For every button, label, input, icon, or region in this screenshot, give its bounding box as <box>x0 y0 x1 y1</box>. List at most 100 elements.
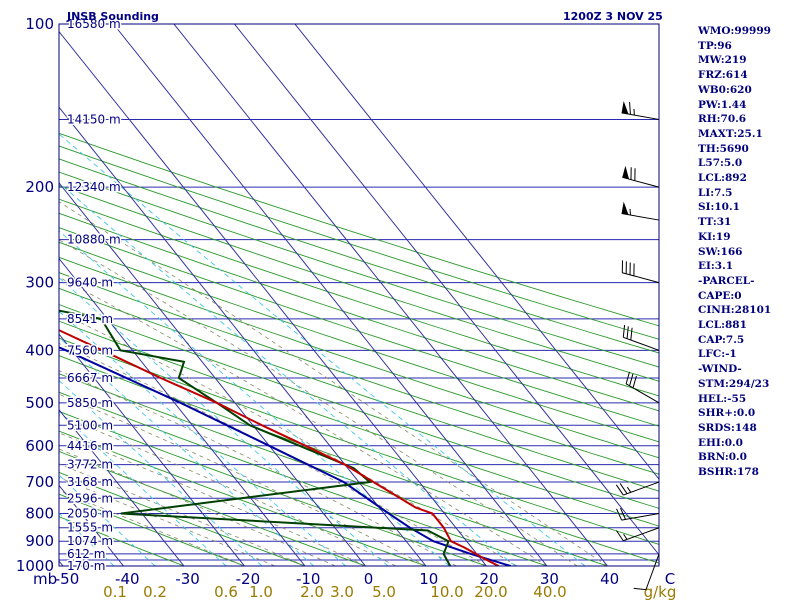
height-label: 6667 m <box>67 371 113 385</box>
dry-adiabat-130 <box>59 227 659 427</box>
pressure-tick-label: 100 <box>25 15 54 33</box>
height-label: 3772 m <box>67 458 113 472</box>
dry-adiabat-70 <box>59 320 659 527</box>
wind-barb <box>621 260 660 284</box>
mixing-ratio-line-20 <box>59 182 516 566</box>
height-label: 10880 m <box>67 233 121 247</box>
index-item: SHR+:0.0 <box>698 407 756 420</box>
dry-adiabat-60 <box>59 337 659 545</box>
index-item: TH:5690 <box>698 142 749 155</box>
wind-barb <box>625 371 660 404</box>
index-item: TP:96 <box>698 39 732 52</box>
dry-adiabat--30 <box>59 516 185 566</box>
isotherms <box>59 24 659 566</box>
index-item: EHI:0.0 <box>698 436 743 449</box>
dry-adiabat-160 <box>59 185 659 382</box>
dry-adiabat-200 <box>59 132 659 327</box>
dry-adiabat-100 <box>59 272 659 475</box>
height-label: 1555 m <box>67 521 113 535</box>
mixing-ratio-line-10 <box>59 230 450 566</box>
pressure-tick-label: 800 <box>25 504 54 522</box>
isotherm--30 <box>59 408 185 566</box>
temperature-tick-label: 0 <box>364 570 374 588</box>
height-label: 8541 m <box>67 312 113 326</box>
pressure-tick-label: 600 <box>25 437 54 455</box>
plot-frame <box>58 23 660 567</box>
index-item: SRDS:148 <box>698 421 757 434</box>
index-item: MW:219 <box>698 54 747 67</box>
isotherm--20 <box>59 333 245 566</box>
index-item: SI:10.1 <box>698 201 740 214</box>
index-item: CAPE:0 <box>698 289 742 302</box>
dry-adiabat--20 <box>59 493 245 566</box>
height-labels: 16580 m 14150 m 12340 m 10880 m 9640 m 8541 m… <box>66 16 123 575</box>
isotherm--10 <box>59 257 306 566</box>
mixing-ratio-line-0.1 <box>59 512 115 566</box>
wind-barb <box>621 101 660 120</box>
isotherm-10 <box>59 106 427 566</box>
mixing-ratio-tick-label: 0.6 <box>214 583 238 600</box>
isotherm-20 <box>59 30 487 566</box>
height-label: 12340 m <box>67 180 121 194</box>
mixing-ratio-axis-labels: 0.1 0.2 0.6 1.0 2.0 3.0 5.0 10.0 20.0 40.0 g/kg <box>103 583 676 600</box>
height-label: 170 m <box>67 559 105 573</box>
temperature-tick-label: C <box>665 570 675 588</box>
dewpoint-profile-line <box>59 309 452 566</box>
index-item: RH:70.6 <box>698 113 747 126</box>
mixing-ratio-tick-label: 20.0 <box>474 583 507 600</box>
mixing-ratio-lines <box>59 133 586 566</box>
index-item: WB0:620 <box>698 83 752 96</box>
index-item: FRZ:614 <box>698 69 748 82</box>
pressure-tick-label: 300 <box>25 274 54 292</box>
index-item: HEL:-55 <box>698 392 747 405</box>
sounding-profiles <box>59 309 511 566</box>
index-item: LFC:-1 <box>698 348 737 361</box>
dry-adiabat-120 <box>59 241 659 443</box>
mixing-ratio-tick-label: 0.1 <box>103 583 127 600</box>
dry-adiabat-10 <box>59 430 427 566</box>
wind-barb <box>621 201 660 221</box>
height-label: 612 m <box>67 547 105 561</box>
isotherm-50 <box>234 24 659 556</box>
height-label: 1074 m <box>67 534 113 548</box>
pressure-tick-label: 500 <box>25 394 54 412</box>
pressure-tick-label: 400 <box>25 341 54 359</box>
dry-adiabat-170 <box>59 171 659 368</box>
isotherm-0 <box>59 182 366 566</box>
index-item: STM:294/23 <box>698 377 770 390</box>
wind-barb <box>633 553 660 591</box>
pressure-tick-label: 900 <box>25 532 54 550</box>
dry-adiabat-80 <box>59 304 659 509</box>
dry-adiabat--10 <box>59 471 306 566</box>
pressure-tick-label: 200 <box>25 178 54 196</box>
temperature-profile-line <box>59 329 500 566</box>
mixing-ratio-tick-label: 40.0 <box>533 583 566 600</box>
index-item: -PARCEL- <box>698 274 755 287</box>
dry-adiabat-40 <box>59 373 608 566</box>
index-item: LI:7.5 <box>698 186 733 199</box>
index-item: MAXT:25.1 <box>698 127 763 140</box>
wind-barb <box>615 481 660 496</box>
temperature-tick-label: -10 <box>296 570 321 588</box>
temperature-tick-label: 10 <box>419 570 438 588</box>
moist-adiabat-30 <box>59 276 548 566</box>
temperature-tick-label: -20 <box>236 570 261 588</box>
mixing-ratio-tick-label: 3.0 <box>330 583 354 600</box>
height-label: 9640 m <box>67 276 113 290</box>
index-item: CINH:28101 <box>698 304 772 317</box>
height-label: 5850 m <box>67 396 113 410</box>
index-item: LCL:881 <box>698 319 747 332</box>
pressure-axis-labels: 100 200 300 400 500 600 700 800 900 1000 <box>16 15 54 575</box>
height-label: 16580 m <box>67 17 121 31</box>
parcel-path-line <box>59 346 511 566</box>
mixing-ratio-line-40 <box>59 133 586 566</box>
temperature-axis-labels: -50 -40 -30 -20 -10 0 10 20 30 40 C <box>55 570 675 588</box>
temperature-tick-label: -30 <box>175 570 200 588</box>
index-item: EI:3.1 <box>698 260 734 273</box>
index-item: L57:5.0 <box>698 157 743 170</box>
index-item: CAP:7.5 <box>698 333 745 346</box>
mixing-ratio-tick-label: 1.0 <box>249 583 273 600</box>
dry-adiabat-150 <box>59 198 659 397</box>
pressure-unit-label: mb <box>33 570 57 588</box>
